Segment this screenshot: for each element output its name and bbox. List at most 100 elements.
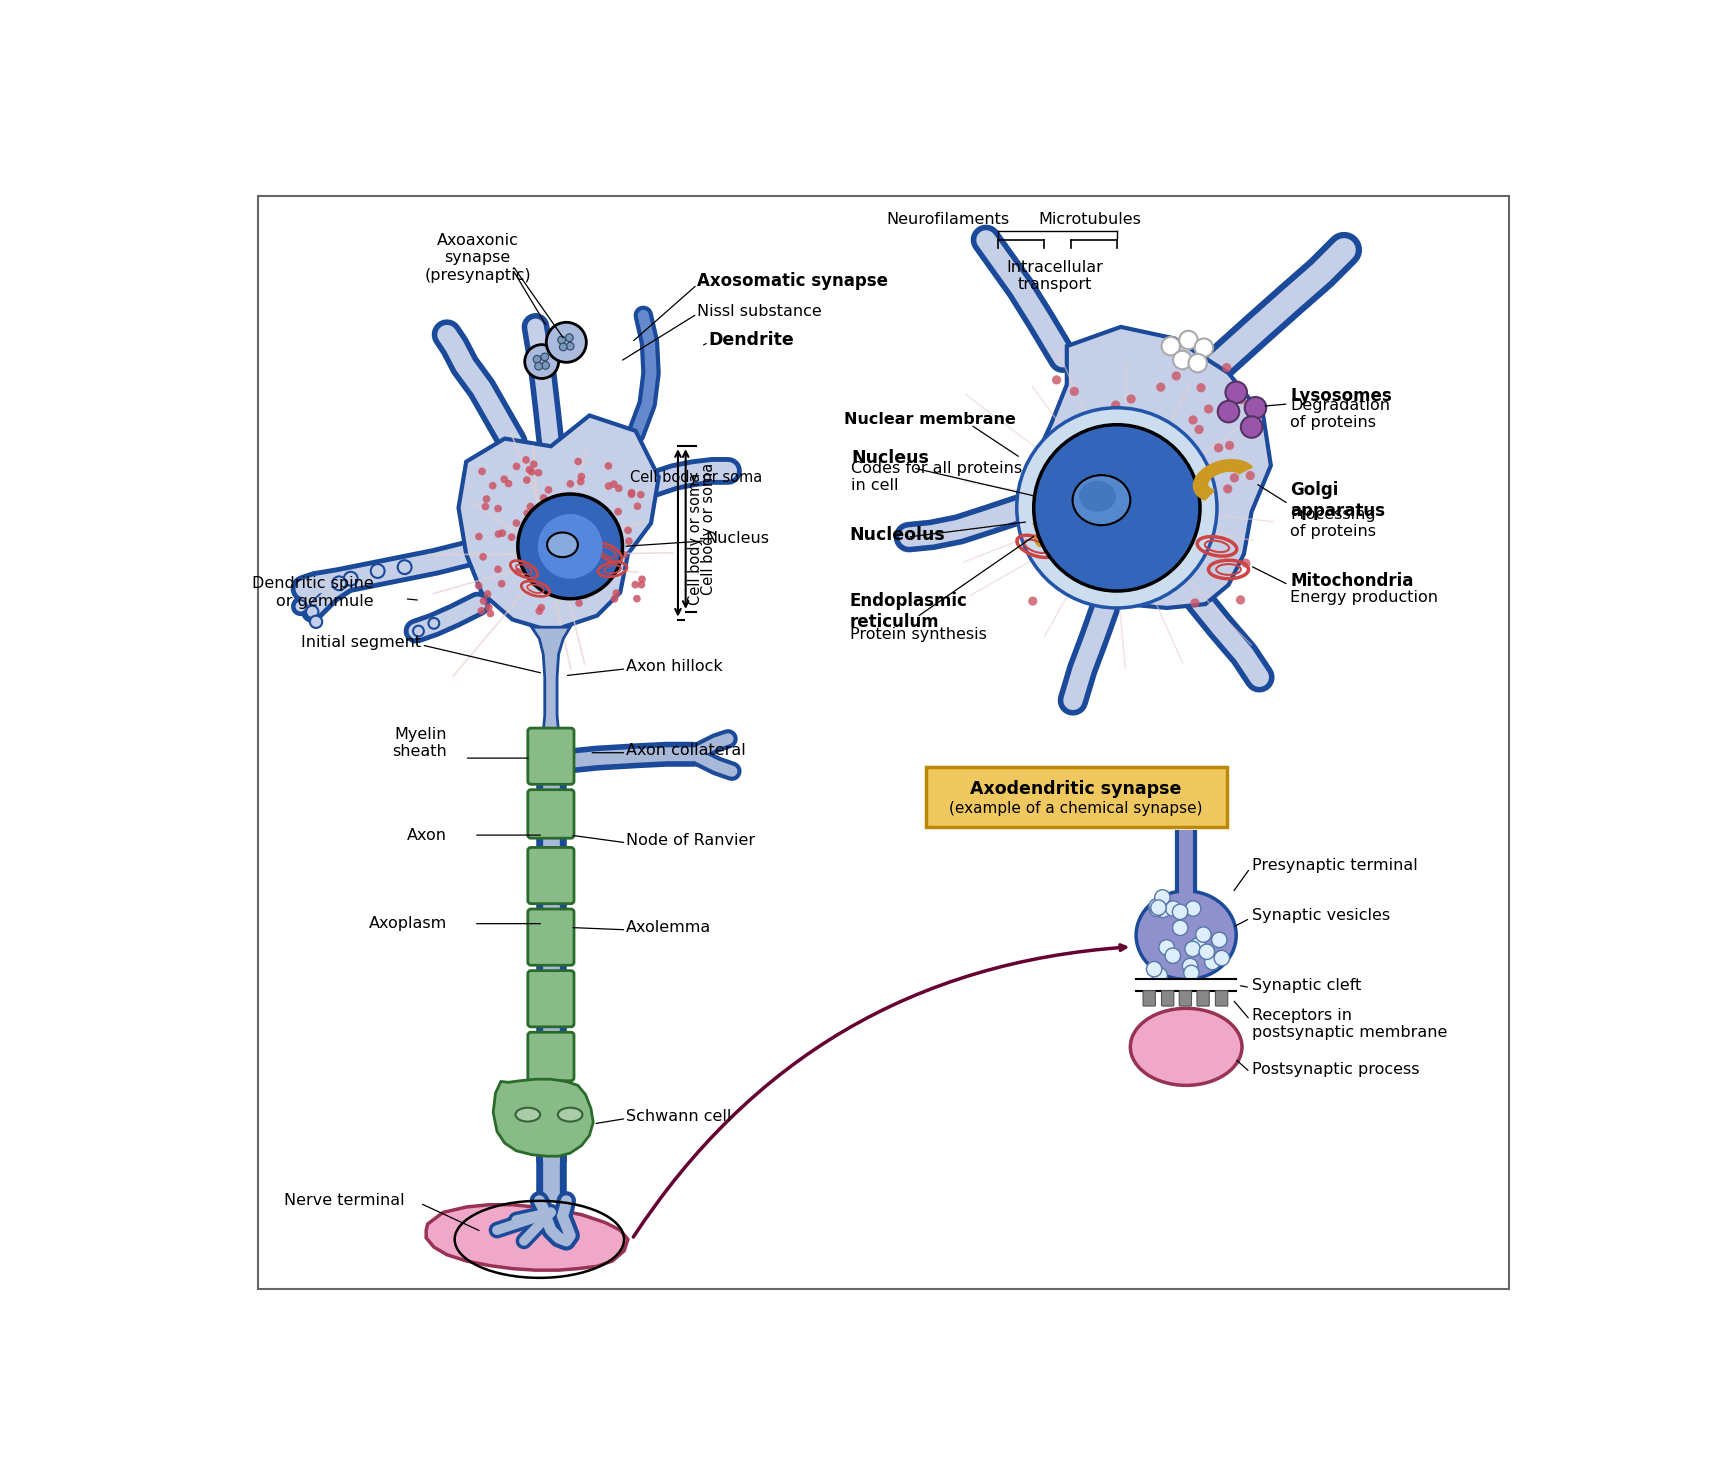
Circle shape [1166, 482, 1175, 492]
Text: Intracellular
transport: Intracellular transport [1006, 259, 1103, 292]
Circle shape [1017, 408, 1216, 608]
Circle shape [498, 529, 507, 538]
Circle shape [1063, 521, 1072, 530]
Circle shape [1172, 904, 1187, 919]
Polygon shape [426, 1205, 627, 1270]
Circle shape [1172, 516, 1180, 524]
Circle shape [589, 521, 598, 529]
Circle shape [495, 566, 501, 573]
Circle shape [1139, 595, 1148, 605]
Text: Nerve terminal: Nerve terminal [284, 1193, 405, 1208]
Circle shape [588, 573, 594, 580]
Text: Protein synthesis: Protein synthesis [849, 627, 986, 642]
Text: Axoaxonic
synapse
(presynaptic): Axoaxonic synapse (presynaptic) [424, 233, 531, 283]
Circle shape [634, 502, 641, 510]
Circle shape [486, 610, 495, 617]
FancyBboxPatch shape [527, 909, 574, 965]
Circle shape [1079, 483, 1089, 493]
Circle shape [620, 551, 627, 558]
Circle shape [484, 604, 493, 611]
Circle shape [1196, 927, 1210, 943]
Circle shape [1151, 968, 1166, 982]
Circle shape [577, 477, 584, 486]
Circle shape [1110, 538, 1118, 548]
Text: Nissl substance: Nissl substance [696, 303, 822, 320]
Circle shape [1187, 415, 1197, 424]
Circle shape [476, 533, 482, 541]
Circle shape [1101, 520, 1110, 529]
Text: Axodendritic synapse: Axodendritic synapse [970, 779, 1180, 798]
Circle shape [598, 546, 605, 555]
Circle shape [527, 468, 536, 476]
Circle shape [536, 607, 543, 614]
Text: Cell body or soma: Cell body or soma [629, 470, 762, 485]
Circle shape [1072, 489, 1080, 498]
Circle shape [370, 564, 384, 577]
Circle shape [632, 595, 641, 602]
Circle shape [1165, 901, 1180, 916]
Text: Nucleus: Nucleus [851, 449, 929, 467]
Circle shape [1034, 424, 1199, 591]
Circle shape [1118, 532, 1129, 541]
Circle shape [512, 463, 520, 470]
FancyBboxPatch shape [527, 847, 574, 903]
Circle shape [1182, 959, 1197, 974]
Circle shape [1048, 454, 1058, 463]
Circle shape [529, 461, 538, 468]
Circle shape [1184, 965, 1199, 981]
Text: Synaptic vesicles: Synaptic vesicles [1251, 909, 1389, 924]
Circle shape [1194, 499, 1203, 508]
Circle shape [526, 465, 532, 474]
Circle shape [1235, 395, 1246, 405]
Circle shape [1101, 449, 1110, 458]
Text: Axosomatic synapse: Axosomatic synapse [696, 271, 887, 290]
Circle shape [1196, 383, 1204, 392]
Circle shape [610, 595, 619, 602]
Circle shape [498, 580, 505, 588]
Circle shape [543, 573, 551, 580]
Circle shape [612, 589, 620, 597]
Circle shape [524, 345, 558, 379]
Text: Neurofilaments: Neurofilaments [886, 212, 1008, 227]
Circle shape [1165, 520, 1173, 529]
Circle shape [505, 480, 512, 488]
Polygon shape [1020, 327, 1270, 608]
Circle shape [1148, 899, 1163, 913]
Circle shape [1154, 442, 1165, 451]
Text: Cell body or soma: Cell body or soma [687, 473, 703, 605]
Circle shape [1110, 401, 1120, 409]
Circle shape [605, 530, 612, 538]
Circle shape [562, 520, 570, 527]
Circle shape [1187, 354, 1206, 373]
Circle shape [1185, 901, 1201, 916]
Circle shape [500, 476, 508, 483]
Circle shape [1125, 423, 1134, 432]
Circle shape [1067, 555, 1075, 564]
Circle shape [1225, 382, 1246, 404]
Circle shape [524, 510, 531, 517]
Circle shape [479, 597, 488, 605]
Circle shape [1166, 564, 1175, 574]
Circle shape [631, 580, 639, 589]
Text: Nuclear membrane: Nuclear membrane [843, 412, 1015, 427]
Circle shape [565, 342, 574, 351]
Circle shape [1172, 351, 1191, 370]
Circle shape [474, 582, 482, 589]
Text: Myelin
sheath: Myelin sheath [391, 726, 446, 759]
Circle shape [1203, 405, 1213, 414]
Circle shape [520, 538, 529, 545]
Circle shape [526, 502, 534, 510]
Text: Degradation
of proteins: Degradation of proteins [1289, 398, 1389, 430]
Circle shape [1225, 440, 1234, 451]
Circle shape [1068, 387, 1079, 396]
Circle shape [295, 601, 307, 613]
Text: Postsynaptic process: Postsynaptic process [1251, 1062, 1418, 1077]
Circle shape [527, 532, 534, 541]
Circle shape [513, 569, 522, 576]
Circle shape [1213, 950, 1228, 966]
Circle shape [495, 505, 501, 513]
Text: Endoplasmic
reticulum: Endoplasmic reticulum [849, 592, 967, 632]
Circle shape [638, 576, 646, 583]
Circle shape [343, 572, 357, 586]
Circle shape [482, 495, 489, 502]
